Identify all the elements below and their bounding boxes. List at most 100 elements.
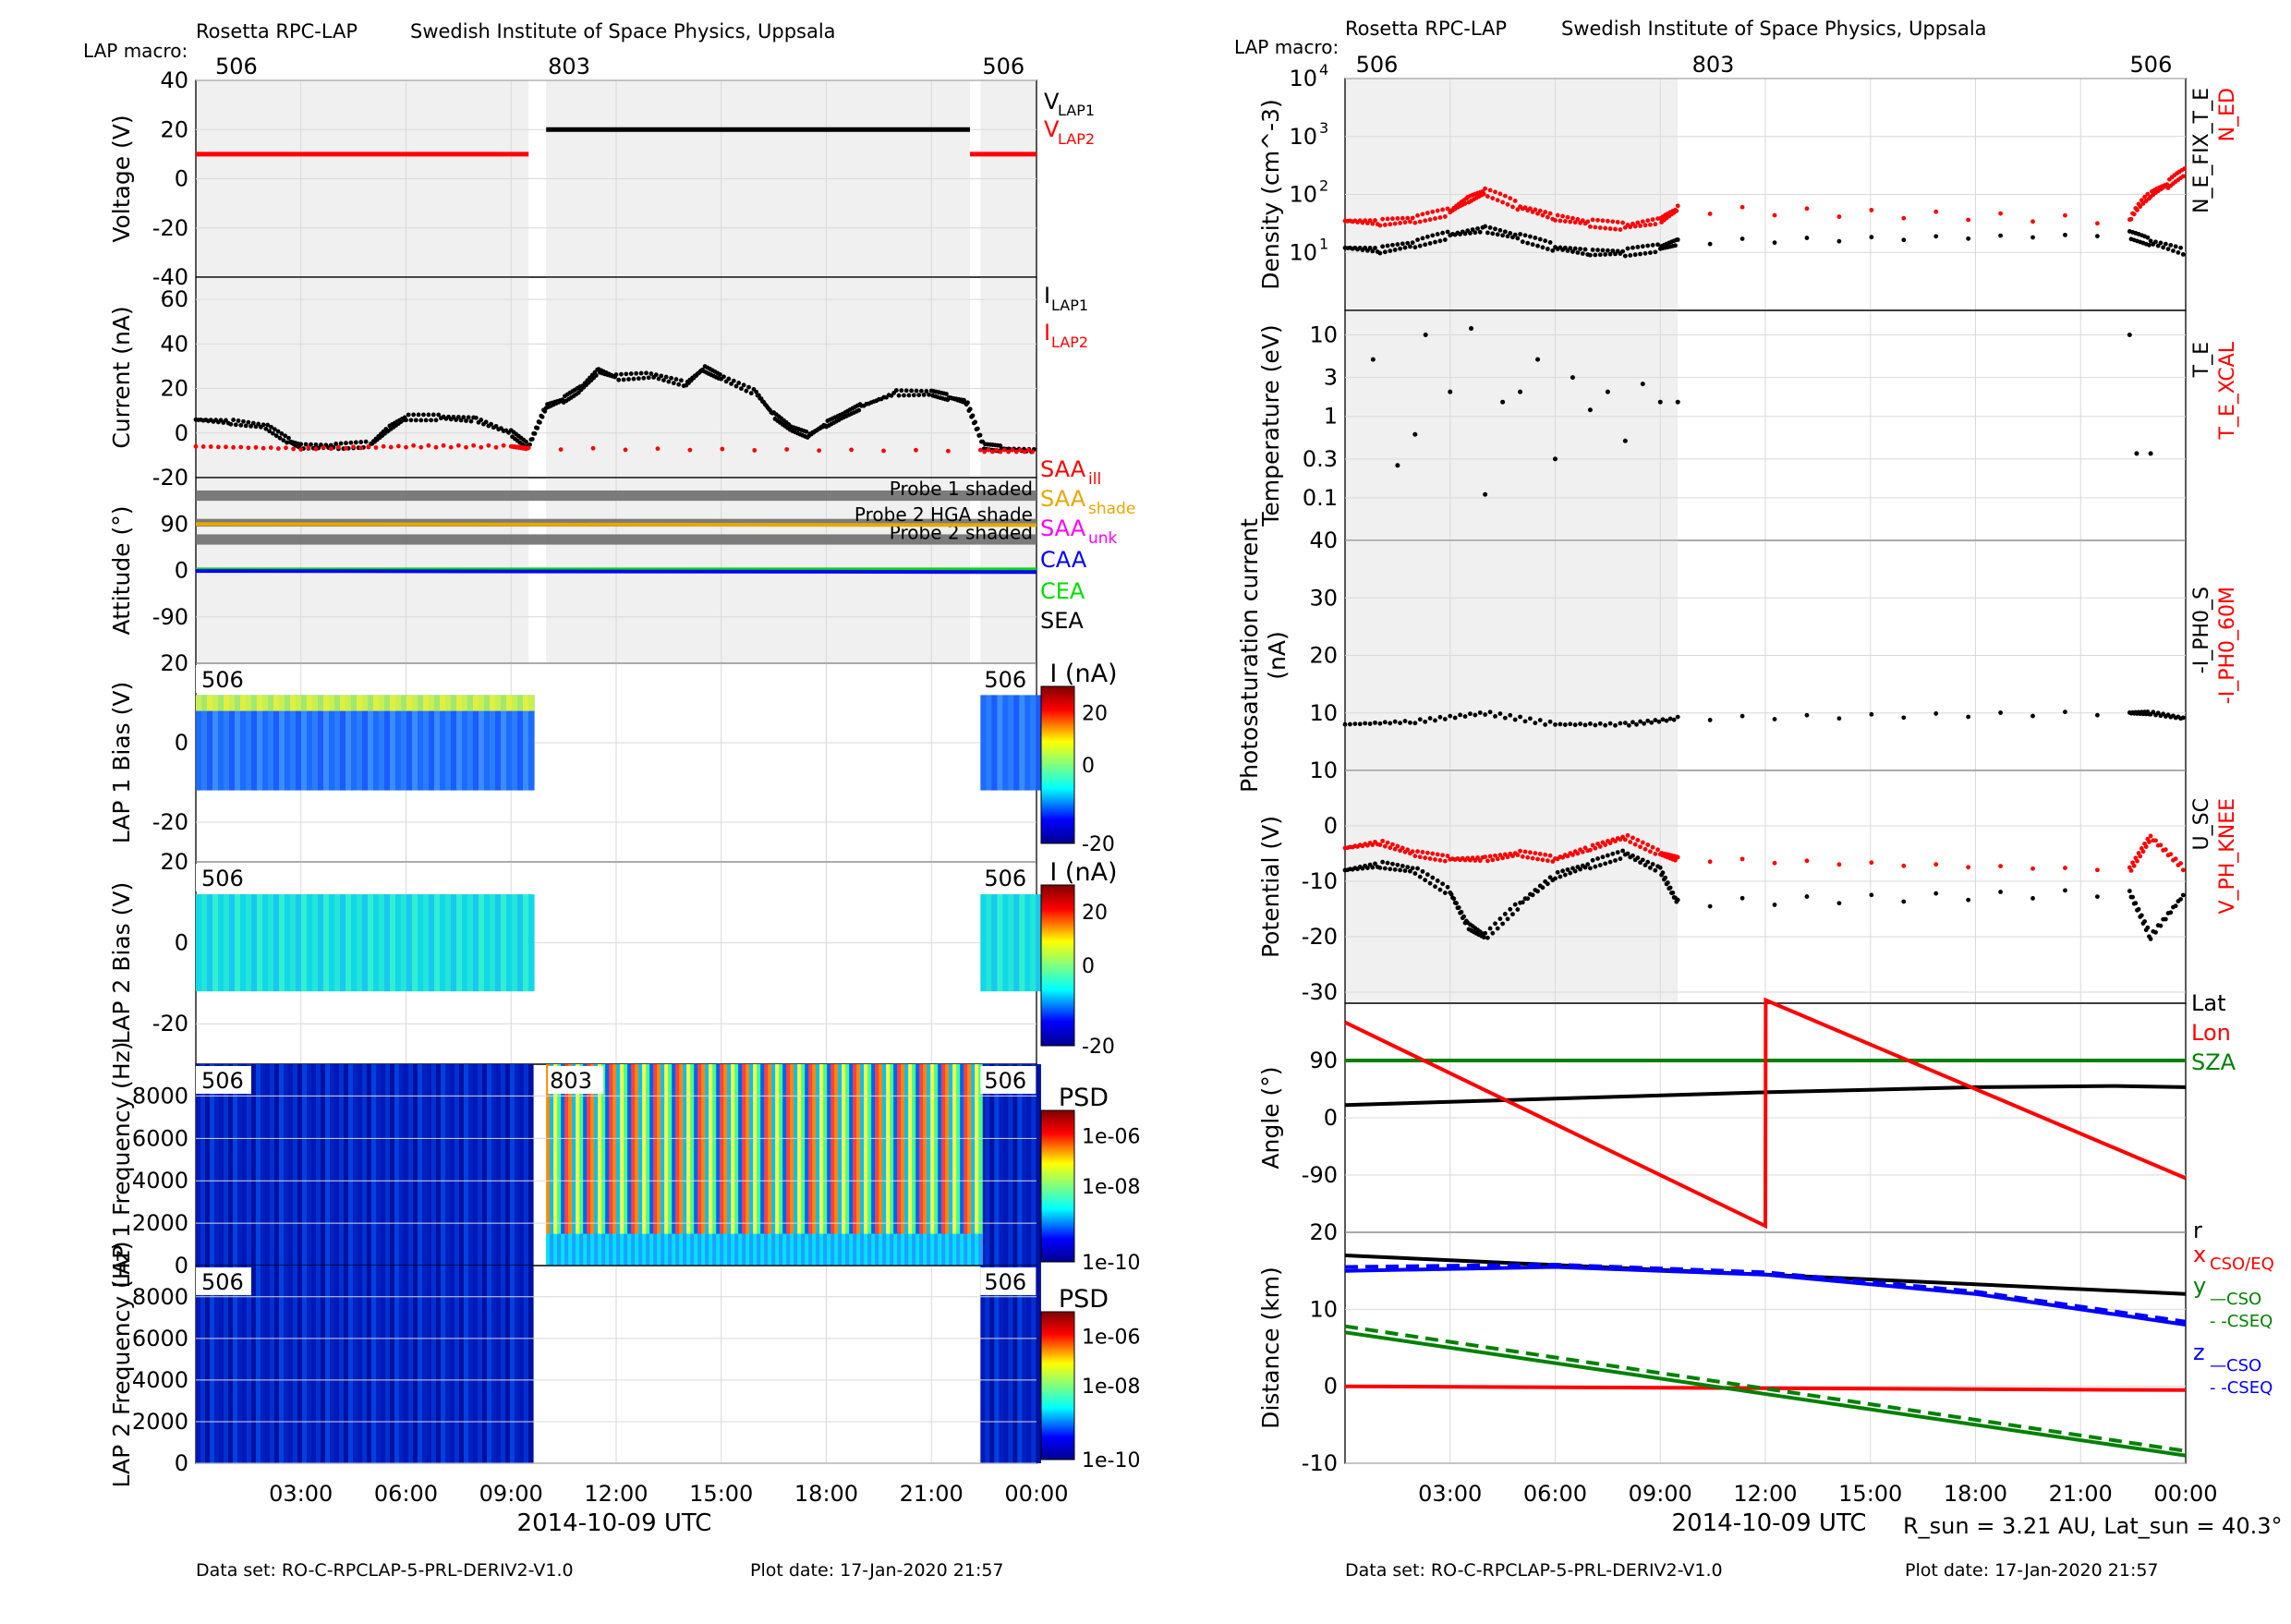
left-current-legend-i1: I [1044,283,1050,309]
right-potential-usc-point [1525,896,1531,902]
right-potential-vph-point [2131,863,2137,868]
left-lap1-bias-spec-top-cell [334,695,341,711]
left-lap1-bias-spec-top-cell [357,695,363,711]
left-lap1-freq-spec803-low-cell [875,1233,879,1266]
right-photosat-iph0s-point [1707,718,1713,722]
left-lap1-freq-spec803-cell [624,1064,628,1266]
right-photosat-iph0s-point [2094,712,2100,718]
right-density-ned-point [1487,188,1493,193]
right-photosat-iph0s-point [1533,721,1538,726]
left-lap1-freq-spec803-cell [594,1064,599,1266]
left-lap1-freq-spec803-low-cell [782,1233,787,1266]
left-lap2-bias-spec2-cell [1008,894,1014,992]
right-density-ned-point [1585,219,1591,224]
right-photosat-iph0s-point [2151,709,2156,715]
right-potential-vph-point [1382,843,1388,849]
right-density-nefix-point [1650,242,1655,248]
right-density-nefix-point [1512,232,1518,237]
left-lap1-bias-spec-top-cell [307,695,313,711]
right-photosat-iph0s-point [1593,722,1598,728]
left-current-ilap1-point [944,392,949,396]
right-potential-ytick: -10 [1302,868,1338,894]
left-lap1-bias-spec-cell [523,695,529,791]
left-lap2-bias-spec2-cell [991,894,998,992]
left-lap1-bias-spec-top-cell [279,695,285,711]
left-lap1-freq-spec803-cell [727,1064,732,1266]
left-lap2-bias-spec-cell [445,894,452,992]
right-density-nefix-point [1528,234,1533,239]
left-current-ilap2-point [284,445,288,451]
right-potential-usc-point [1707,903,1713,909]
left-lap1-bias-spec-cell [329,695,335,791]
left-current-ilap1-point [224,418,228,423]
left-lap2-bias-spec-cell [318,894,324,992]
left-lap1-freq-spec803-cell [927,1064,931,1266]
left-lap1-freq-spec803-cell [849,1064,854,1266]
left-lap2-bias-spec-cell [506,894,513,992]
left-current-ilap1-point [231,418,236,422]
right-temperature-point [2127,333,2132,338]
left-lap1-freq-spec803-low-cell [779,1233,783,1266]
right-photosat-iph0s-point [1402,719,1408,723]
left-lap2-freq-spec-cell [450,1266,455,1463]
left-lap2-freq-spec-cell [385,1266,391,1463]
right-density-nefix-point [2161,245,2166,250]
right-density-ned-point [1645,218,1651,224]
left-voltage-ytick: 40 [160,67,188,93]
left-current-ilap2-point [655,446,661,452]
left-lap1-freq-spec803-low-cell [927,1233,931,1266]
left-lap1-freq-colorbar-label: PSD [1059,1084,1109,1112]
right-photosat-iph0s-point [1452,715,1458,721]
right-density-nefix-point [1966,236,1971,241]
left-lap1-freq-spec803-cell [616,1064,621,1266]
right-potential-vph-point [1410,849,1415,854]
left-lap1-freq-spec2-cell [1031,1064,1036,1266]
right-photosat-iph0s-point [1553,721,1558,727]
right-potential-usc-point [1481,935,1486,940]
left-lap1-freq-spec-cell [431,1064,437,1266]
left-xtick: 15:00 [689,1481,753,1507]
left-lap2-bias-ytick: 0 [175,930,188,956]
right-density-ned-point [1427,217,1433,223]
left-lap2-freq-spec-cell [293,1266,298,1463]
left-lap1-freq-spec803-low-cell [568,1233,573,1266]
left-lap1-freq-spec803-low-cell [605,1233,610,1266]
right-density-ned-point [1635,220,1641,225]
left-lap2-bias-spec-cell [462,894,468,992]
right-photosat-iph0s-point [1634,721,1639,727]
left-lap1-freq-spec803-cell [612,1064,617,1266]
left-lap1-freq-spec803-cell [860,1064,865,1266]
right-potential-usc-point [1562,872,1568,878]
right-potential-usc-point [1430,875,1436,880]
left-lap1-bias-macro-label: 506 [201,667,244,693]
left-lap1-freq-spec-cell [441,1064,446,1266]
left-current-ilap1-point [624,371,629,377]
left-current-ilap2-point [493,444,499,450]
left-lap2-freq-spec2-cell [985,1266,990,1463]
left-lap2-freq-spec-cell [339,1266,345,1463]
left-lap1-bias-spec-top-cell [296,695,302,711]
left-lap1-bias-spec-cell [406,695,413,791]
right-density-nefix-point [1593,252,1598,258]
left-lap1-freq-spec803-cell [779,1064,783,1266]
left-current-ilap2-point [268,445,273,450]
left-lap1-bias-spec-cell [290,695,297,791]
right-potential-vph-point [1500,855,1506,861]
right-density-nefix-point [1415,237,1420,243]
left-lap1-freq-spec803-low-cell [786,1233,791,1266]
right-density-ned-point [1402,220,1408,225]
right-photosat-iph0s-point [1642,721,1647,726]
left-current-ilap1-point [628,371,634,376]
left-current-ilap1-point [656,376,661,382]
left-attitude-legend-caa: CAA [1040,547,1087,573]
right-density-legend-nefix: N_E_FIX_T_E [2190,88,2213,213]
right-density-nefix-point [1535,243,1540,248]
left-lap1-freq-spec803-cell [915,1064,920,1266]
left-lap2-bias-spec2-cell [1002,894,1009,992]
left-current-ilap1-point [285,440,289,445]
left-lap1-freq-spec803-cell [875,1064,879,1266]
right-photosat-iph0s-point [1622,721,1628,726]
left-lap1-freq-spec-cell [251,1064,257,1266]
right-density-nefix-point [1370,248,1376,254]
left-lap1-freq-spec803-cell [738,1064,743,1266]
